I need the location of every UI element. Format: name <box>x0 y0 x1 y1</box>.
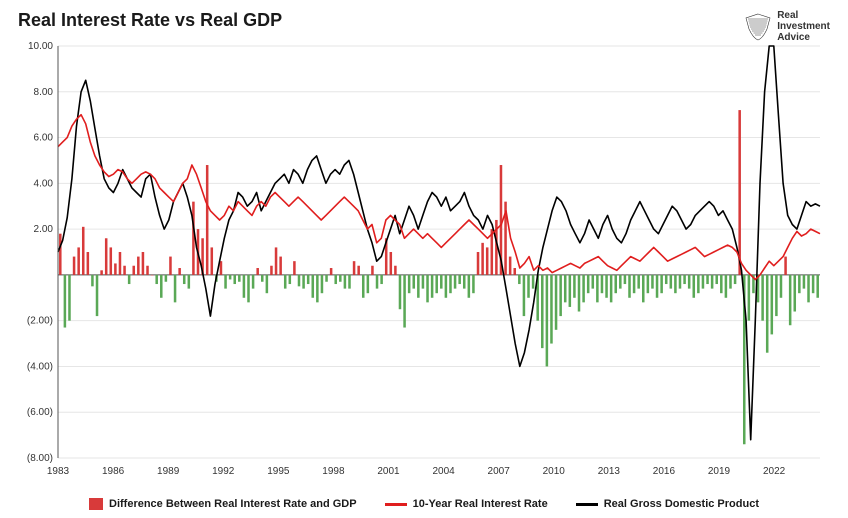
svg-text:2019: 2019 <box>708 466 731 477</box>
line-red-swatch-icon <box>385 503 407 506</box>
svg-text:8.00: 8.00 <box>34 87 54 98</box>
svg-text:(6.00): (6.00) <box>27 407 53 418</box>
legend-line-red: 10-Year Real Interest Rate <box>385 498 548 510</box>
brand-logo: Real Investment Advice <box>745 10 830 43</box>
svg-text:4.00: 4.00 <box>34 178 54 189</box>
logo-text-2: Investment <box>777 21 830 32</box>
legend-bar: Difference Between Real Interest Rate an… <box>89 498 357 510</box>
legend-red-label: 10-Year Real Interest Rate <box>413 498 548 510</box>
legend-line-black: Real Gross Domestic Product <box>576 498 759 510</box>
line-black-swatch-icon <box>576 503 598 506</box>
svg-text:1992: 1992 <box>212 466 235 477</box>
svg-text:2010: 2010 <box>543 466 566 477</box>
svg-text:10.00: 10.00 <box>28 41 53 52</box>
svg-text:6.00: 6.00 <box>34 133 54 144</box>
legend: Difference Between Real Interest Rate an… <box>0 498 848 510</box>
bar-swatch-icon <box>89 498 103 510</box>
svg-text:2007: 2007 <box>488 466 511 477</box>
svg-text:(8.00): (8.00) <box>27 453 53 464</box>
svg-text:2016: 2016 <box>653 466 676 477</box>
svg-text:1995: 1995 <box>267 466 290 477</box>
svg-text:2004: 2004 <box>432 466 455 477</box>
svg-text:1998: 1998 <box>322 466 345 477</box>
svg-text:1983: 1983 <box>47 466 70 477</box>
svg-text:(2.00): (2.00) <box>27 316 53 327</box>
logo-text-1: Real <box>777 10 830 21</box>
svg-text:1986: 1986 <box>102 466 125 477</box>
shield-icon <box>745 13 771 41</box>
svg-text:2013: 2013 <box>598 466 621 477</box>
chart-title: Real Interest Rate vs Real GDP <box>18 10 282 31</box>
legend-bar-label: Difference Between Real Interest Rate an… <box>109 498 357 510</box>
chart-area: (8.00) (6.00) (4.00) (2.00) 2.00 4.00 6.00 8.00… <box>18 40 830 478</box>
legend-black-label: Real Gross Domestic Product <box>604 498 759 510</box>
svg-text:1989: 1989 <box>157 466 180 477</box>
svg-text:2022: 2022 <box>763 466 786 477</box>
svg-text:2001: 2001 <box>377 466 400 477</box>
svg-text:2.00: 2.00 <box>34 224 54 235</box>
svg-text:(4.00): (4.00) <box>27 361 53 372</box>
